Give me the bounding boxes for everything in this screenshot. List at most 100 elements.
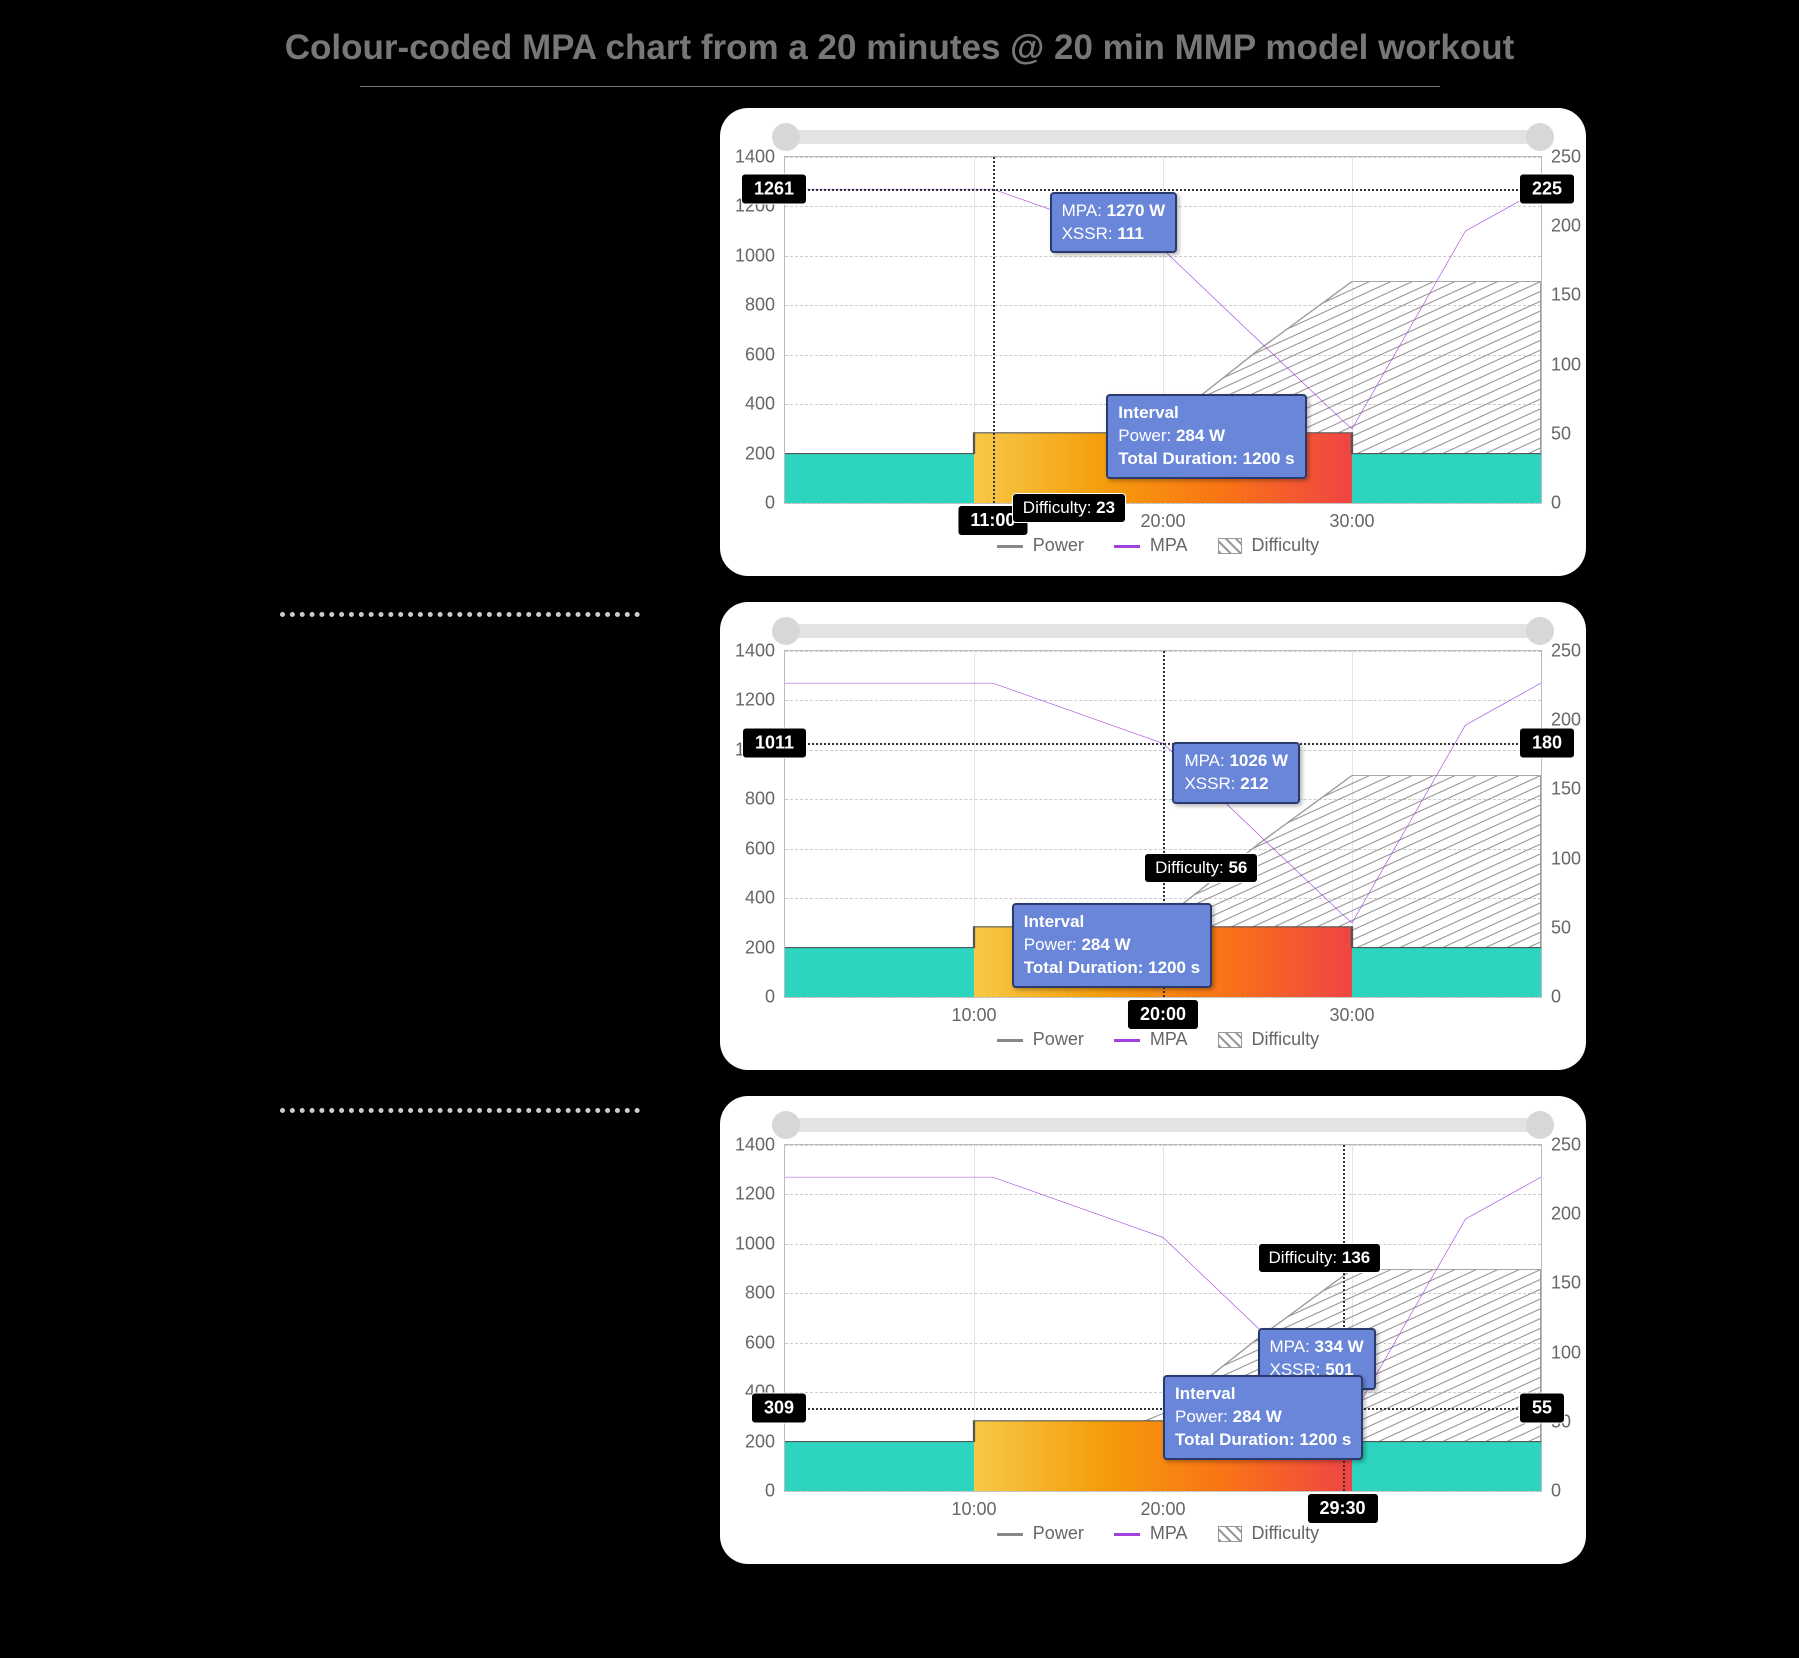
legend-power: Power xyxy=(987,1029,1084,1049)
divider-2 xyxy=(280,1108,640,1113)
difficulty-tooltip: Difficulty: 56 xyxy=(1144,853,1258,883)
y-tick-label: 1000 xyxy=(735,245,775,266)
y-tick-label: 200 xyxy=(745,443,775,464)
crosshair-h xyxy=(785,189,1541,191)
y-tick-label: 200 xyxy=(745,1431,775,1452)
gridline-h xyxy=(785,997,1541,998)
chart-panel[interactable]: 0200400600800100012001400050100150200250… xyxy=(720,108,1586,576)
y-tick-label: 600 xyxy=(745,1332,775,1353)
range-slider-handle-right[interactable] xyxy=(1526,123,1554,151)
y-tick-label: 1400 xyxy=(735,641,775,662)
range-slider-handle-left[interactable] xyxy=(772,1111,800,1139)
y-tick-label: 800 xyxy=(745,1283,775,1304)
plot-area[interactable]: 0200400600800100012001400050100150200250… xyxy=(784,1144,1542,1492)
y2-tick-label: 100 xyxy=(1551,354,1581,375)
x-cursor-pill: 20:00 xyxy=(1127,999,1199,1030)
x-tick-label: 10:00 xyxy=(951,1499,996,1520)
y2-tick-label: 200 xyxy=(1551,1204,1581,1225)
y2-tick-label: 50 xyxy=(1551,423,1571,444)
legend-difficulty: Difficulty xyxy=(1208,1029,1320,1049)
interval-tooltip: IntervalPower: 284 WTotal Duration: 1200… xyxy=(1163,1375,1363,1460)
y2-tick-label: 150 xyxy=(1551,1273,1581,1294)
legend-mpa: MPA xyxy=(1104,1029,1188,1049)
plot-area[interactable]: 0200400600800100012001400050100150200250… xyxy=(784,650,1542,998)
y2-tick-label: 150 xyxy=(1551,779,1581,800)
x-tick-label: 30:00 xyxy=(1329,511,1374,532)
y-tick-label: 0 xyxy=(765,1481,775,1502)
power-bar xyxy=(1352,948,1541,997)
panels-column: 0200400600800100012001400050100150200250… xyxy=(720,108,1590,1590)
page: Colour-coded MPA chart from a 20 minutes… xyxy=(0,0,1799,1658)
legend-power: Power xyxy=(987,1523,1084,1543)
interval-tooltip: IntervalPower: 284 WTotal Duration: 1200… xyxy=(1012,903,1212,988)
title-underline xyxy=(360,86,1440,87)
legend-mpa: MPA xyxy=(1104,535,1188,555)
y-tick-label: 1000 xyxy=(735,1233,775,1254)
chart-panel[interactable]: 0200400600800100012001400050100150200250… xyxy=(720,602,1586,1070)
power-bar xyxy=(785,454,974,503)
y-tick-label: 600 xyxy=(745,344,775,365)
y-tick-label: 0 xyxy=(765,987,775,1008)
x-tick-label: 20:00 xyxy=(1140,1499,1185,1520)
legend: Power MPA Difficulty xyxy=(720,1029,1586,1050)
range-slider[interactable] xyxy=(784,130,1542,144)
y2-cursor-pill: 180 xyxy=(1519,728,1575,759)
y2-tick-label: 250 xyxy=(1551,1135,1581,1156)
y-tick-label: 0 xyxy=(765,493,775,514)
divider-1 xyxy=(280,612,640,617)
y2-cursor-pill: 55 xyxy=(1519,1393,1565,1424)
legend-power: Power xyxy=(987,535,1084,555)
y2-tick-label: 200 xyxy=(1551,216,1581,237)
y-cursor-pill: 1261 xyxy=(741,174,807,205)
x-tick-label: 20:00 xyxy=(1140,511,1185,532)
x-tick-label: 10:00 xyxy=(951,1005,996,1026)
mpa-tooltip: MPA: 1270 WXSSR: 111 xyxy=(1050,192,1178,254)
y-tick-label: 400 xyxy=(745,888,775,909)
crosshair-v xyxy=(993,157,995,503)
y-tick-label: 600 xyxy=(745,838,775,859)
y-tick-label: 1200 xyxy=(735,690,775,711)
y2-tick-label: 250 xyxy=(1551,641,1581,662)
range-slider[interactable] xyxy=(784,1118,1542,1132)
y2-tick-label: 100 xyxy=(1551,848,1581,869)
chart-panel[interactable]: 0200400600800100012001400050100150200250… xyxy=(720,1096,1586,1564)
legend-difficulty: Difficulty xyxy=(1208,1523,1320,1543)
legend: Power MPA Difficulty xyxy=(720,535,1586,556)
y2-tick-label: 250 xyxy=(1551,147,1581,168)
y-tick-label: 200 xyxy=(745,937,775,958)
legend-difficulty: Difficulty xyxy=(1208,535,1320,555)
gridline-h xyxy=(785,503,1541,504)
power-bar xyxy=(1352,1442,1541,1491)
range-slider[interactable] xyxy=(784,624,1542,638)
mpa-tooltip: MPA: 1026 WXSSR: 212 xyxy=(1172,742,1300,804)
y2-tick-label: 0 xyxy=(1551,1481,1561,1502)
interval-tooltip: IntervalPower: 284 WTotal Duration: 1200… xyxy=(1106,394,1306,479)
plot-area[interactable]: 0200400600800100012001400050100150200250… xyxy=(784,156,1542,504)
power-bar xyxy=(1352,454,1541,503)
legend: Power MPA Difficulty xyxy=(720,1523,1586,1544)
y2-tick-label: 150 xyxy=(1551,285,1581,306)
y2-tick-label: 50 xyxy=(1551,917,1571,938)
power-bar xyxy=(785,948,974,997)
y-tick-label: 400 xyxy=(745,394,775,415)
y2-cursor-pill: 225 xyxy=(1519,174,1575,205)
y-tick-label: 800 xyxy=(745,789,775,810)
gridline-h xyxy=(785,1491,1541,1492)
y-cursor-pill: 309 xyxy=(751,1393,807,1424)
y-tick-label: 1200 xyxy=(735,1184,775,1205)
difficulty-tooltip: Difficulty: 136 xyxy=(1258,1243,1382,1273)
power-bar xyxy=(785,1442,974,1491)
range-slider-handle-left[interactable] xyxy=(772,123,800,151)
y-tick-label: 1400 xyxy=(735,147,775,168)
difficulty-tooltip: Difficulty: 23 xyxy=(1012,493,1126,523)
y2-tick-label: 0 xyxy=(1551,987,1561,1008)
y-cursor-pill: 1011 xyxy=(742,728,807,759)
y2-tick-label: 100 xyxy=(1551,1342,1581,1363)
range-slider-handle-right[interactable] xyxy=(1526,617,1554,645)
legend-mpa: MPA xyxy=(1104,1523,1188,1543)
range-slider-handle-right[interactable] xyxy=(1526,1111,1554,1139)
page-title: Colour-coded MPA chart from a 20 minutes… xyxy=(0,28,1799,68)
y-tick-label: 1400 xyxy=(735,1135,775,1156)
y2-tick-label: 0 xyxy=(1551,493,1561,514)
range-slider-handle-left[interactable] xyxy=(772,617,800,645)
